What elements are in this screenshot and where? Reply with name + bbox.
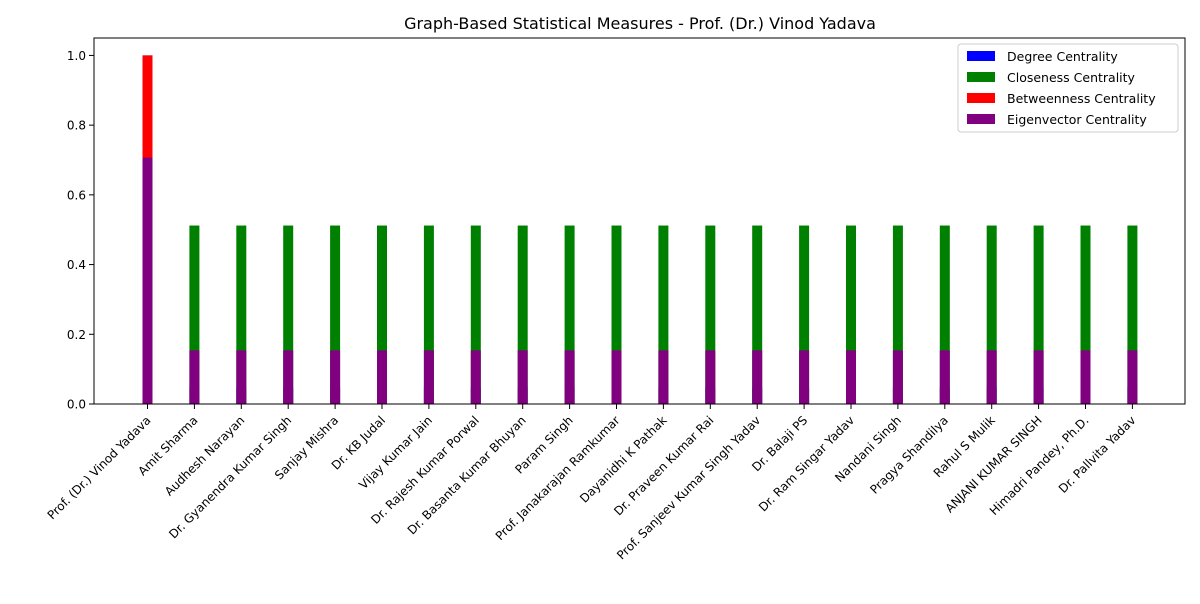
bar-eigenvector-centrality-10 <box>611 350 622 404</box>
bar-eigenvector-centrality-15 <box>846 350 856 404</box>
legend-label-closeness-centrality: Closeness Centrality <box>1007 70 1136 85</box>
legend-swatch-eigenvector-centrality <box>967 114 995 124</box>
x-tick-label: Dayanidhi K Pathak <box>577 413 669 505</box>
y-tick-label: 0.8 <box>67 119 86 133</box>
bar-eigenvector-centrality-9 <box>564 350 575 404</box>
bar-closeness-centrality-18 <box>986 225 997 404</box>
bar-eigenvector-centrality-17 <box>939 350 950 404</box>
bar-closeness-centrality-9 <box>564 225 575 404</box>
bar-eigenvector-centrality-7 <box>470 350 481 404</box>
legend-swatch-betweenness-centrality <box>967 93 995 103</box>
y-tick-label: 0.6 <box>67 188 86 202</box>
y-tick-label: 1.0 <box>67 49 86 63</box>
bar-eigenvector-centrality-4 <box>330 350 341 404</box>
bars-group <box>142 55 1138 405</box>
y-tick-label: 0.2 <box>67 328 86 342</box>
bar-closeness-centrality-3 <box>283 225 294 404</box>
chart-title: Graph-Based Statistical Measures - Prof.… <box>404 14 876 33</box>
x-tick-label: Dr. Ram Singar Yadav <box>756 413 857 514</box>
bar-eigenvector-centrality-11 <box>658 350 669 404</box>
bar-closeness-centrality-2 <box>236 225 247 404</box>
bar-closeness-centrality-19 <box>1033 225 1044 404</box>
bar-eigenvector-centrality-21 <box>1127 350 1138 404</box>
bar-closeness-centrality-14 <box>799 225 810 404</box>
bar-eigenvector-centrality-13 <box>752 350 763 404</box>
bar-eigenvector-centrality-18 <box>986 350 997 404</box>
bar-closeness-centrality-16 <box>892 225 903 404</box>
bar-closeness-centrality-7 <box>470 225 481 404</box>
legend-swatch-degree-centrality <box>967 51 995 61</box>
bar-eigenvector-centrality-6 <box>423 350 434 404</box>
legend-label-degree-centrality: Degree Centrality <box>1007 49 1118 64</box>
bar-closeness-centrality-8 <box>517 225 528 404</box>
bar-eigenvector-centrality-19 <box>1033 350 1044 404</box>
bar-closeness-centrality-11 <box>658 225 669 404</box>
bar-eigenvector-centrality-2 <box>236 350 247 404</box>
bar-closeness-centrality-17 <box>939 225 950 404</box>
bar-eigenvector-centrality-12 <box>705 350 716 404</box>
bar-eigenvector-centrality-0 <box>142 157 153 404</box>
y-tick-label: 0.4 <box>67 258 86 272</box>
legend-swatch-closeness-centrality <box>967 72 995 82</box>
bar-closeness-centrality-21 <box>1127 225 1138 404</box>
bar-closeness-centrality-1 <box>189 225 200 404</box>
bar-eigenvector-centrality-3 <box>283 350 294 404</box>
legend-label-betweenness-centrality: Betweenness Centrality <box>1007 91 1156 106</box>
plot-frame <box>93 37 1186 405</box>
y-tick-label: 0.0 <box>67 398 86 412</box>
bar-eigenvector-centrality-20 <box>1080 350 1091 404</box>
bar-eigenvector-centrality-16 <box>892 350 903 404</box>
y-axis: 0.0 0.2 0.4 0.6 0.8 1.0 <box>67 49 94 412</box>
bar-eigenvector-centrality-5 <box>377 350 387 404</box>
bar-closeness-centrality-15 <box>846 225 856 404</box>
bar-closeness-centrality-12 <box>705 225 716 404</box>
legend-frame <box>957 43 1179 133</box>
bar-eigenvector-centrality-14 <box>799 350 810 404</box>
bar-closeness-centrality-6 <box>423 225 434 404</box>
bar-eigenvector-centrality-8 <box>517 350 528 404</box>
bar-closeness-centrality-5 <box>377 225 387 404</box>
x-tick-label: Audhesh Narayan <box>162 413 247 498</box>
x-tick-label: Pragya Shandilya <box>867 413 951 497</box>
bar-closeness-centrality-10 <box>611 225 622 404</box>
legend: Degree Centrality Closeness Centrality Bet… <box>957 43 1179 133</box>
bar-closeness-centrality-13 <box>752 225 763 404</box>
bar-eigenvector-centrality-1 <box>189 350 200 404</box>
bar-closeness-centrality-4 <box>330 225 341 404</box>
legend-label-eigenvector-centrality: Eigenvector Centrality <box>1007 112 1147 127</box>
bar-closeness-centrality-20 <box>1080 225 1091 404</box>
